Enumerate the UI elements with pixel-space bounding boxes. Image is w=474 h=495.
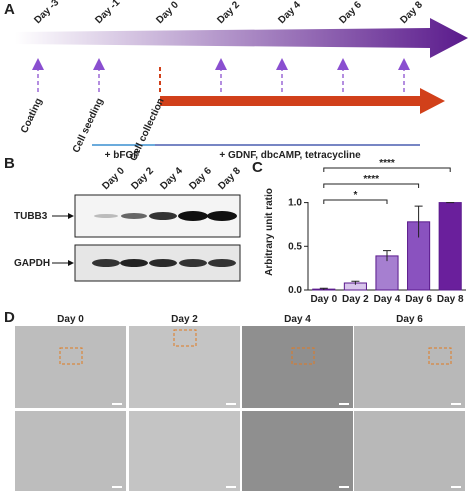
bands	[92, 211, 237, 267]
day-label: Day 6	[337, 0, 364, 26]
event-label: Coating	[19, 97, 45, 135]
panel-label: C	[252, 159, 263, 176]
day-label: Day 0	[154, 0, 181, 26]
lane-label: Day 8	[216, 165, 243, 192]
micrograph-label: Day 6	[396, 314, 423, 325]
day-label: Day -1	[93, 0, 122, 26]
error-bar	[319, 287, 328, 290]
panel-label: A	[4, 1, 15, 18]
roi-box	[428, 347, 452, 365]
treatment: + GDNF, dbcAMP, tetracycline	[219, 150, 361, 161]
micrograph-zoom	[354, 411, 465, 491]
y-axis-label: Arbitrary unit ratio	[264, 188, 275, 276]
treatment: + bFGF	[105, 150, 140, 161]
y-tick-label: 1.0	[288, 198, 302, 209]
bar	[438, 202, 462, 291]
day-label: Day 2	[215, 0, 242, 26]
sig-bracket	[323, 167, 451, 172]
x-tick-label: Day 2	[342, 294, 369, 305]
y-tick-label: 0.0	[288, 285, 302, 296]
micrograph-zoom	[15, 411, 126, 491]
roi-box	[291, 347, 315, 365]
collection-arrow	[160, 88, 445, 114]
lane-label: Day 2	[129, 165, 156, 192]
micrograph-label: Day 2	[171, 314, 198, 325]
error-bar	[383, 250, 391, 262]
x-tick-label: Day 4	[374, 294, 401, 305]
error-bar	[351, 280, 360, 285]
micrograph-label: Day 4	[284, 314, 311, 325]
day-label: Day 4	[276, 0, 303, 26]
error-bar	[414, 205, 423, 238]
day-label: Day 8	[398, 0, 425, 26]
lane-label: Day 4	[158, 165, 185, 192]
panel-label: B	[4, 155, 15, 172]
sig-label: ****	[379, 158, 395, 169]
micrograph	[129, 326, 240, 408]
sig-label: *	[353, 190, 357, 201]
micrograph	[242, 326, 353, 408]
lane-label: Day 6	[187, 165, 214, 192]
timeline-arrow	[15, 18, 468, 58]
protein-label: GAPDH	[14, 258, 50, 269]
sig-bracket	[323, 199, 388, 204]
micrograph-label: Day 0	[57, 314, 84, 325]
micrograph	[15, 326, 126, 408]
micrograph	[354, 326, 465, 408]
y-tick-label: 0.5	[288, 241, 302, 252]
micrograph-zoom	[129, 411, 240, 491]
micrograph-zoom	[242, 411, 353, 491]
x-tick-label: Day 6	[405, 294, 432, 305]
day-label: Day -3	[32, 0, 61, 26]
sig-bracket	[323, 183, 420, 188]
x-tick-label: Day 0	[310, 294, 337, 305]
event-label: Cell seeding	[71, 97, 106, 155]
roi-box	[173, 329, 197, 347]
lane-label: Day 0	[100, 165, 127, 192]
panel-label: D	[4, 309, 15, 326]
protein-label: TUBB3	[14, 211, 48, 222]
roi-box	[59, 347, 83, 365]
x-tick-label: Day 8	[437, 294, 464, 305]
sig-label: ****	[363, 174, 379, 185]
